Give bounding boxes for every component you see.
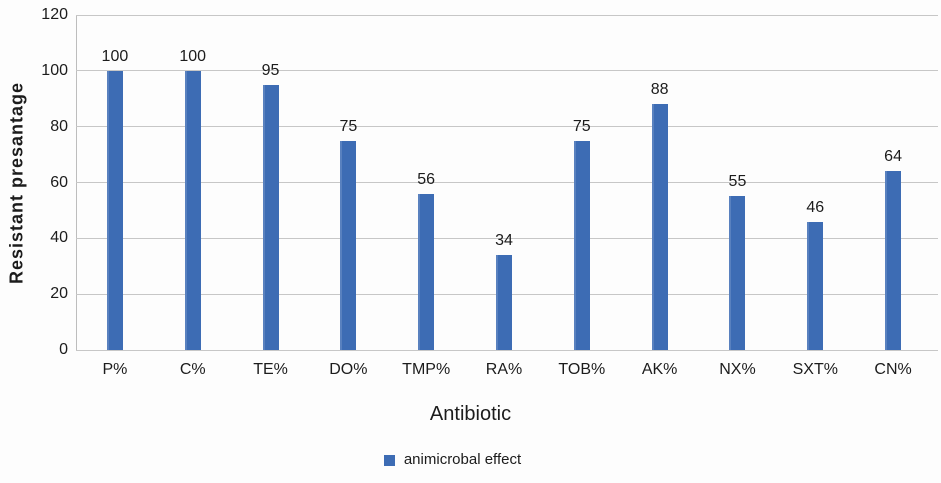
bar-value-label: 46 (806, 198, 825, 216)
x-tick-label: CN% (874, 361, 912, 378)
bar-value-label: 75 (572, 117, 591, 135)
gridline (76, 70, 938, 72)
bar-value-label: 34 (495, 232, 513, 250)
bar-value-label: 55 (728, 173, 747, 191)
bar-value-label: 100 (179, 47, 207, 65)
bar (729, 196, 746, 350)
bar-value-label: 88 (650, 81, 669, 99)
bar-value-label: 56 (417, 170, 436, 188)
bar (807, 221, 824, 350)
y-tick-label: 20 (50, 285, 68, 303)
x-tick-label: AK% (641, 361, 678, 378)
y-tick-label: 0 (59, 341, 68, 358)
x-tick-label: DO% (329, 361, 368, 378)
x-tick-label: P% (102, 361, 128, 378)
y-tick-label: 120 (41, 6, 68, 23)
gridline (76, 182, 938, 183)
x-tick-label: RA% (485, 361, 523, 378)
y-tick-label: 60 (50, 173, 68, 191)
x-tick-label: TOB% (558, 361, 606, 378)
bar-value-label: 100 (101, 47, 129, 65)
bar (496, 255, 512, 350)
x-axis-title: Antibiotic (429, 403, 512, 425)
bar (651, 104, 668, 350)
bar (340, 140, 357, 350)
bar (106, 70, 123, 350)
gridline (76, 349, 938, 351)
legend-marker-square-icon (383, 454, 395, 466)
legend-series-label: animicrobal effect (403, 451, 522, 468)
bar-value-label: 75 (339, 117, 358, 135)
plot-area: 100 100 95 75 56 34 75 88 55 46 64 (76, 14, 938, 351)
x-tick-label: TMP% (402, 361, 451, 378)
legend: animicrobal effect (0, 450, 941, 469)
gridline (76, 237, 938, 239)
y-tick-label: 40 (50, 229, 68, 247)
x-tick-label: NX% (719, 361, 756, 378)
x-tick-label: SXT% (792, 361, 838, 378)
gridline (76, 14, 938, 16)
y-tick-label: 100 (41, 61, 68, 79)
bar-value-label: 95 (261, 61, 280, 79)
gridline (76, 126, 938, 128)
bar-value-label: 64 (884, 148, 902, 166)
bar (573, 140, 590, 350)
x-tick-label: C% (179, 361, 206, 378)
legend-entry: animicrobal effect (383, 450, 522, 469)
y-tick-label: 80 (50, 117, 68, 135)
x-tick-label: TE% (253, 361, 288, 378)
bar (262, 84, 279, 350)
bar (885, 171, 902, 350)
bar (418, 193, 435, 350)
bar (184, 70, 201, 350)
